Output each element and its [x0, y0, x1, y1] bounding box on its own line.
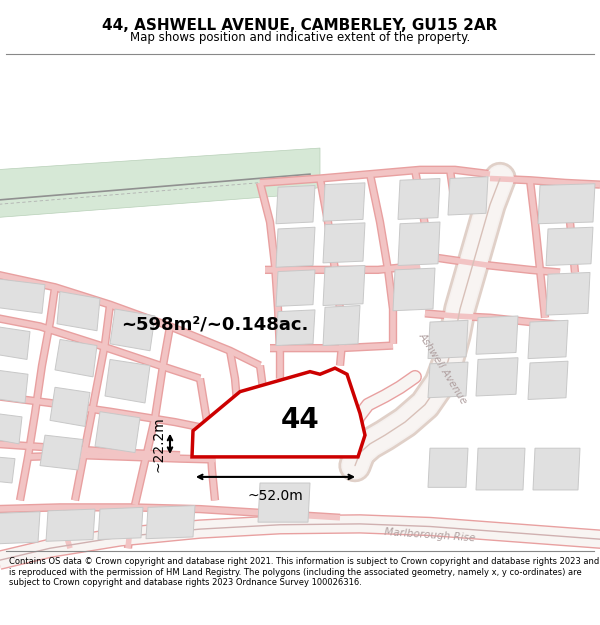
Polygon shape [0, 370, 28, 403]
Polygon shape [0, 512, 40, 544]
Polygon shape [55, 339, 97, 377]
Polygon shape [110, 309, 155, 351]
Polygon shape [105, 359, 150, 403]
Polygon shape [276, 228, 315, 268]
Polygon shape [538, 184, 595, 224]
Polygon shape [0, 457, 15, 483]
Polygon shape [448, 177, 488, 215]
Polygon shape [0, 413, 22, 444]
Polygon shape [428, 320, 468, 359]
Text: ~598m²/~0.148ac.: ~598m²/~0.148ac. [121, 316, 308, 334]
Polygon shape [276, 270, 315, 306]
Text: ~22.2m: ~22.2m [151, 416, 165, 472]
Text: ~52.0m: ~52.0m [248, 489, 304, 503]
Text: 44, ASHWELL AVENUE, CAMBERLEY, GU15 2AR: 44, ASHWELL AVENUE, CAMBERLEY, GU15 2AR [103, 18, 497, 32]
Polygon shape [476, 357, 518, 396]
Polygon shape [428, 362, 468, 398]
Polygon shape [476, 316, 518, 354]
Polygon shape [98, 508, 143, 539]
Polygon shape [146, 506, 195, 539]
Polygon shape [95, 412, 140, 452]
Polygon shape [398, 179, 440, 219]
Polygon shape [546, 228, 593, 266]
Polygon shape [258, 483, 310, 522]
Text: Ashwell Avenue: Ashwell Avenue [417, 331, 469, 406]
Text: 44: 44 [281, 406, 319, 434]
Polygon shape [323, 183, 365, 221]
Polygon shape [0, 279, 45, 313]
Polygon shape [276, 186, 315, 224]
Polygon shape [323, 266, 365, 306]
Polygon shape [57, 292, 100, 331]
Polygon shape [46, 509, 95, 541]
Polygon shape [0, 326, 30, 359]
Text: Marlborough Rise: Marlborough Rise [384, 527, 476, 543]
Polygon shape [546, 272, 590, 315]
Polygon shape [528, 361, 568, 399]
Polygon shape [192, 368, 365, 457]
Polygon shape [528, 320, 568, 359]
Polygon shape [276, 310, 315, 346]
Polygon shape [40, 435, 83, 470]
Polygon shape [0, 148, 320, 218]
Polygon shape [323, 223, 365, 263]
Polygon shape [398, 222, 440, 266]
Polygon shape [393, 268, 435, 311]
Text: Contains OS data © Crown copyright and database right 2021. This information is : Contains OS data © Crown copyright and d… [9, 558, 599, 588]
Polygon shape [533, 448, 580, 490]
Polygon shape [323, 306, 360, 346]
Text: Map shows position and indicative extent of the property.: Map shows position and indicative extent… [130, 31, 470, 44]
Polygon shape [476, 448, 525, 490]
Polygon shape [50, 388, 90, 426]
Polygon shape [428, 448, 468, 488]
